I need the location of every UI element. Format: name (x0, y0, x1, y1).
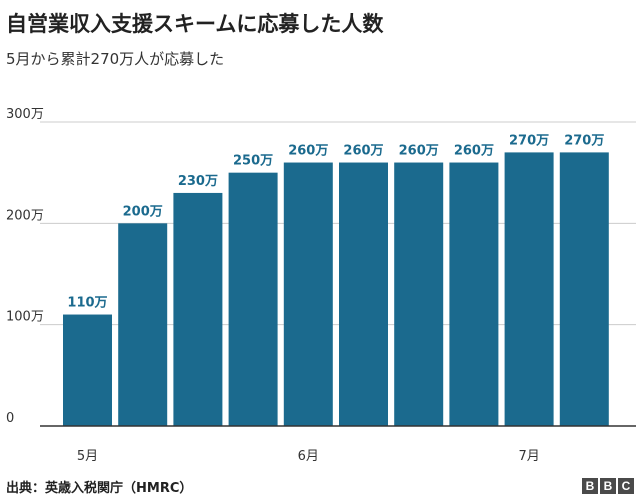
bar (339, 162, 388, 427)
data-labels: 110万 200万 230万 250万 260万 260万 260万 260万 270万 270万 (67, 133, 604, 310)
bars (63, 152, 609, 427)
x-tick-label: 5月 (77, 449, 98, 464)
x-tick-label: 6月 (298, 449, 319, 464)
x-axis-ticks: 5月 6月 7月 (77, 449, 540, 464)
bbc-logo: B B C (582, 478, 634, 494)
y-tick-label: 300万 (6, 107, 44, 122)
data-label: 260万 (454, 144, 494, 159)
data-label: 200万 (123, 204, 163, 219)
data-label: 250万 (233, 154, 273, 169)
data-label: 110万 (67, 296, 107, 311)
y-tick-label: 100万 (6, 310, 44, 325)
data-label: 260万 (288, 144, 328, 159)
bar (394, 162, 444, 427)
bar (173, 192, 223, 426)
bar-chart: 0 100万 200万 300万 110万 200万 230万 250万 260万 260万 26… (6, 107, 636, 464)
x-tick-label: 7月 (518, 449, 539, 464)
chart-subtitle: 5月から累計270万人が応募した (6, 50, 225, 68)
data-label: 260万 (399, 144, 439, 159)
data-label: 260万 (343, 144, 383, 159)
chart-title: 自営業収入支援スキームに応募した人数 (6, 12, 384, 36)
logo-letter: B (582, 478, 598, 494)
bar (228, 172, 278, 426)
data-label: 230万 (178, 174, 218, 189)
source-note: 出典：英歳入税関庁（HMRC） (6, 481, 193, 496)
y-tick-label: 200万 (6, 208, 44, 223)
logo-letter: C (618, 478, 634, 494)
bar (504, 152, 554, 426)
logo-letter: B (600, 478, 616, 494)
bar (449, 162, 499, 427)
y-axis-ticks: 0 100万 200万 300万 (6, 107, 44, 426)
y-tick-label: 0 (6, 411, 14, 426)
bar (283, 162, 333, 427)
bar (118, 223, 168, 426)
data-label: 270万 (509, 133, 549, 148)
bar (63, 314, 112, 426)
data-label: 270万 (564, 133, 604, 148)
bar (559, 152, 609, 426)
